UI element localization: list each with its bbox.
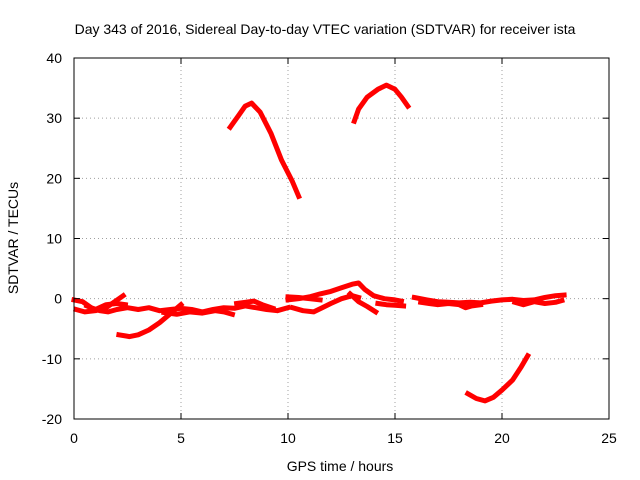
- axis-ticks: 0 5 10 15 20 25 -20 -10 0 10 20 30 40: [42, 50, 617, 446]
- series-arc-m: [346, 290, 380, 316]
- x-tick-label: 25: [601, 430, 617, 446]
- y-tick-label: 20: [46, 170, 62, 186]
- x-tick-label: 15: [387, 430, 403, 446]
- x-tick-label: 5: [177, 430, 185, 446]
- series-arc-q: [511, 297, 565, 308]
- series-arc-f: [83, 301, 129, 312]
- x-tick-label: 20: [494, 430, 510, 446]
- series-arc-p: [417, 299, 484, 311]
- y-tick-label: 40: [46, 50, 62, 66]
- y-tick-label: 10: [46, 231, 62, 247]
- x-axis-label: GPS time / hours: [287, 458, 394, 474]
- series-arc-a: [226, 100, 302, 200]
- x-tick-label: 10: [280, 430, 296, 446]
- chart-title: Day 343 of 2016, Sidereal Day-to-day VTE…: [75, 21, 576, 37]
- series-arc-b: [351, 82, 412, 125]
- series-arc-c: [464, 352, 532, 404]
- data-series: [71, 82, 567, 404]
- x-tick-label: 0: [70, 430, 78, 446]
- y-axis-label: SDTVAR / TECUs: [5, 182, 21, 294]
- grid-lines: [74, 58, 609, 419]
- series-arc-n: [375, 300, 407, 309]
- series-arc-h: [161, 308, 236, 318]
- y-tick-label: -10: [42, 351, 62, 367]
- y-tick-label: -20: [42, 411, 62, 427]
- series-arc-l: [285, 294, 323, 303]
- y-tick-label: 0: [54, 291, 62, 307]
- series-arc-i: [233, 298, 277, 312]
- y-tick-label: 30: [46, 110, 62, 126]
